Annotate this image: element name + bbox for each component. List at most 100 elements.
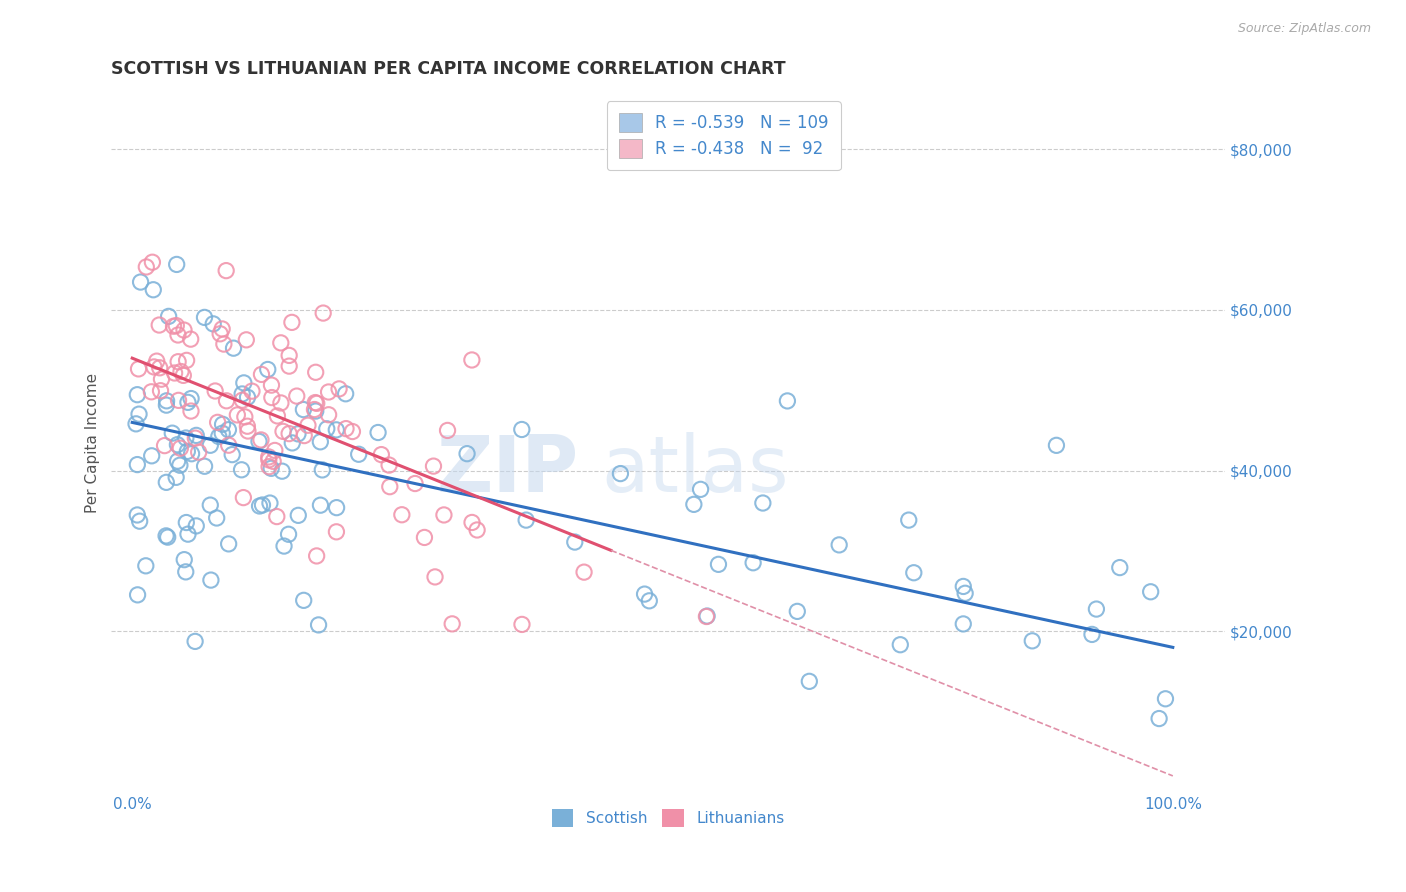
Point <box>305 396 328 410</box>
Point <box>433 508 456 522</box>
Point <box>292 402 315 417</box>
Point <box>166 257 188 271</box>
Point <box>510 617 533 632</box>
Point <box>222 341 245 355</box>
Point <box>166 438 188 452</box>
Point <box>257 459 280 474</box>
Point <box>236 424 259 438</box>
Point <box>143 359 166 374</box>
Point <box>315 422 337 436</box>
Point <box>1085 602 1108 616</box>
Point <box>465 523 488 537</box>
Point <box>278 426 301 441</box>
Point <box>696 609 718 624</box>
Point <box>180 332 202 346</box>
Point <box>128 514 150 528</box>
Point <box>180 392 202 406</box>
Text: ZIP: ZIP <box>437 433 579 508</box>
Point <box>799 674 821 689</box>
Point <box>226 408 249 422</box>
Point <box>695 609 717 624</box>
Point <box>952 579 974 593</box>
Point <box>250 433 273 447</box>
Point <box>260 391 283 405</box>
Text: Source: ZipAtlas.com: Source: ZipAtlas.com <box>1237 22 1371 36</box>
Legend: Scottish, Lithuanians: Scottish, Lithuanians <box>546 804 790 833</box>
Point <box>217 423 239 437</box>
Point <box>305 404 328 418</box>
Point <box>335 386 357 401</box>
Point <box>180 404 202 418</box>
Point <box>231 387 253 401</box>
Point <box>236 390 259 404</box>
Point <box>231 393 253 408</box>
Point <box>155 529 177 543</box>
Point <box>176 444 198 458</box>
Point <box>1154 691 1177 706</box>
Point <box>347 447 370 461</box>
Point <box>281 436 304 450</box>
Point <box>172 368 194 383</box>
Point <box>256 362 278 376</box>
Point <box>328 382 350 396</box>
Point <box>1081 627 1104 641</box>
Text: atlas: atlas <box>602 433 789 508</box>
Point <box>231 463 253 477</box>
Point <box>305 365 328 379</box>
Point <box>149 360 172 375</box>
Point <box>266 509 288 524</box>
Point <box>184 431 207 445</box>
Point <box>232 491 254 505</box>
Point <box>155 398 177 412</box>
Point <box>215 393 238 408</box>
Point <box>257 453 280 467</box>
Point <box>156 530 179 544</box>
Point <box>211 322 233 336</box>
Point <box>413 531 436 545</box>
Point <box>125 417 148 431</box>
Point <box>952 616 974 631</box>
Point <box>441 616 464 631</box>
Point <box>257 450 280 464</box>
Point <box>262 454 284 468</box>
Point <box>173 323 195 337</box>
Point <box>325 524 347 539</box>
Point <box>215 263 238 277</box>
Point <box>240 384 263 399</box>
Point <box>128 407 150 421</box>
Point <box>564 535 586 549</box>
Point <box>145 354 167 368</box>
Point <box>609 467 631 481</box>
Point <box>461 516 484 530</box>
Point <box>828 538 851 552</box>
Point <box>370 448 392 462</box>
Point <box>163 366 186 380</box>
Point <box>1139 584 1161 599</box>
Point <box>176 353 198 368</box>
Point <box>252 498 274 512</box>
Point <box>176 516 198 530</box>
Point <box>153 439 176 453</box>
Point <box>218 438 240 452</box>
Point <box>169 458 191 473</box>
Point <box>233 409 256 424</box>
Point <box>572 565 595 579</box>
Point <box>277 527 299 541</box>
Point <box>335 422 357 436</box>
Point <box>308 618 330 632</box>
Point <box>174 431 197 445</box>
Y-axis label: Per Capita Income: Per Capita Income <box>86 373 100 513</box>
Point <box>515 513 537 527</box>
Point <box>271 425 294 439</box>
Point <box>259 496 281 510</box>
Point <box>304 402 326 417</box>
Point <box>170 365 193 379</box>
Point <box>127 458 149 472</box>
Point <box>682 497 704 511</box>
Point <box>278 348 301 362</box>
Point <box>184 634 207 648</box>
Point <box>202 317 225 331</box>
Point <box>207 415 229 429</box>
Point <box>752 496 775 510</box>
Point <box>200 573 222 587</box>
